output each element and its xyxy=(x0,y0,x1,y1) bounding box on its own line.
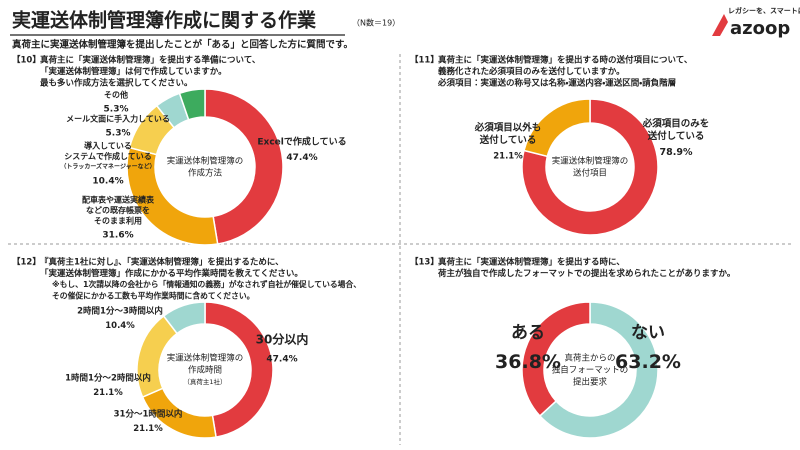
subtitle: 真荷主に実運送体制管理簿を提出したことが「ある」と回答した方に質問です。 xyxy=(12,39,353,51)
donut-slice xyxy=(521,301,591,417)
question-line: 真荷主に「実運送体制管理簿」を提出する時に、 xyxy=(438,257,625,268)
center-label: 作成時間 xyxy=(188,365,222,376)
center-label: 真荷主からの xyxy=(564,353,615,364)
category-label: 導入している xyxy=(84,141,132,151)
question-number: 【13】 xyxy=(410,257,439,268)
donut-slice xyxy=(204,88,284,245)
center-label: 実運送体制管理簿の xyxy=(167,156,244,167)
category-label: その他 xyxy=(104,90,128,100)
logo-tagline: レガシーを、スマートに。 xyxy=(728,6,800,15)
value-label: 36.8% xyxy=(495,351,561,373)
value-label: 5.3% xyxy=(104,105,129,115)
value-label: 47.4% xyxy=(286,153,317,163)
value-label: 10.4% xyxy=(105,321,135,331)
n-label: （N数＝19） xyxy=(352,18,400,28)
title: 実運送体制管理簿作成に関する作業 xyxy=(12,9,317,32)
category-label: 配車表や運送実績表 xyxy=(82,195,155,205)
category-label: ある xyxy=(511,323,545,343)
question-line: 必須項目：実運送の称号又は名称・運送内容・運送区間・請負階層 xyxy=(437,78,676,89)
category-label: メール文面に手入力している xyxy=(66,114,170,124)
donut-slice xyxy=(204,301,274,438)
value-label: 21.1% xyxy=(93,388,123,398)
center-label: 提出要求 xyxy=(573,377,608,388)
donut-slice xyxy=(538,301,659,439)
category-label: システムで作成している xyxy=(64,151,152,161)
category-label: ない xyxy=(631,323,665,343)
category-label: 必須項目以外も xyxy=(474,122,542,134)
category-label: 必須項目のみを xyxy=(642,118,710,130)
question-line: 「実運送体制管理簿」は何で作成していますか。 xyxy=(40,66,227,77)
value-label: 10.4% xyxy=(92,176,123,186)
donut-slice xyxy=(126,146,219,246)
category-label: （トラッカーズマネージャーなど） xyxy=(60,162,155,170)
question-line: 真荷主に「実運送体制管理簿」を提出する準備について、 xyxy=(40,55,260,66)
donut-slice xyxy=(521,98,659,236)
donut-slice xyxy=(523,98,591,158)
center-label: 実運送体制管理簿の xyxy=(552,156,629,167)
question-number: 【11】 xyxy=(410,55,439,66)
category-label: Excelで作成している xyxy=(257,136,346,148)
question-line: 「実運送体制管理簿」作成にかかる平均作業時間を教えてください。 xyxy=(40,268,303,279)
value-label: 63.2% xyxy=(615,351,681,373)
value-label: 47.4% xyxy=(266,355,297,365)
category-label: 2時間1分～3時間以内 xyxy=(77,306,163,317)
question-line: 荷主が独自で作成したフォーマットでの提出を求められたことがありますか。 xyxy=(437,268,735,279)
category-label: 1時間1分～2時間以内 xyxy=(65,373,151,384)
center-label: 実運送体制管理簿の xyxy=(167,353,244,364)
logo-mark xyxy=(712,14,728,36)
question-line: 最も多い作成方法を選択してください。 xyxy=(40,78,193,89)
value-label: 78.9% xyxy=(660,147,693,158)
category-label: 送付している xyxy=(648,130,705,142)
center-label: 送付項目 xyxy=(573,168,607,179)
value-label: 21.1% xyxy=(493,152,523,162)
question-line: ※もし、1次請以降の会社から「情報通知の義務」がなされず自社が催促している場合、 xyxy=(52,279,361,289)
logo-name: azoop xyxy=(730,18,790,39)
category-label: 31分～1時間以内 xyxy=(114,409,183,420)
question-line: 真荷主に「実運送体制管理簿」を提出する時の送付項目について、 xyxy=(438,55,692,66)
category-label: そのまま利用 xyxy=(94,215,142,225)
donut-slice xyxy=(178,88,206,121)
center-label: （真荷主1社） xyxy=(183,377,226,386)
category-label: 送付している xyxy=(480,134,537,146)
category-label: 30分以内 xyxy=(256,332,309,347)
question-line: その催促にかかる工数も平均作業時間に含めてください。 xyxy=(52,291,254,301)
question-number: 【12】 xyxy=(12,257,41,268)
value-label: 21.1% xyxy=(133,424,163,434)
center-label: 独自フォーマットの xyxy=(552,365,629,376)
question-line: 義務化された必須項目のみを送付していますか。 xyxy=(438,66,625,77)
center-label: 作成方法 xyxy=(188,168,223,179)
question-line: 『真荷主1社に対し』、「実運送体制管理簿」を提出するために、 xyxy=(40,257,284,268)
donut-slice xyxy=(162,301,206,335)
category-label: などの既存帳票を xyxy=(86,205,150,215)
value-label: 31.6% xyxy=(102,230,133,240)
question-number: 【10】 xyxy=(12,55,41,66)
value-label: 5.3% xyxy=(106,129,131,139)
